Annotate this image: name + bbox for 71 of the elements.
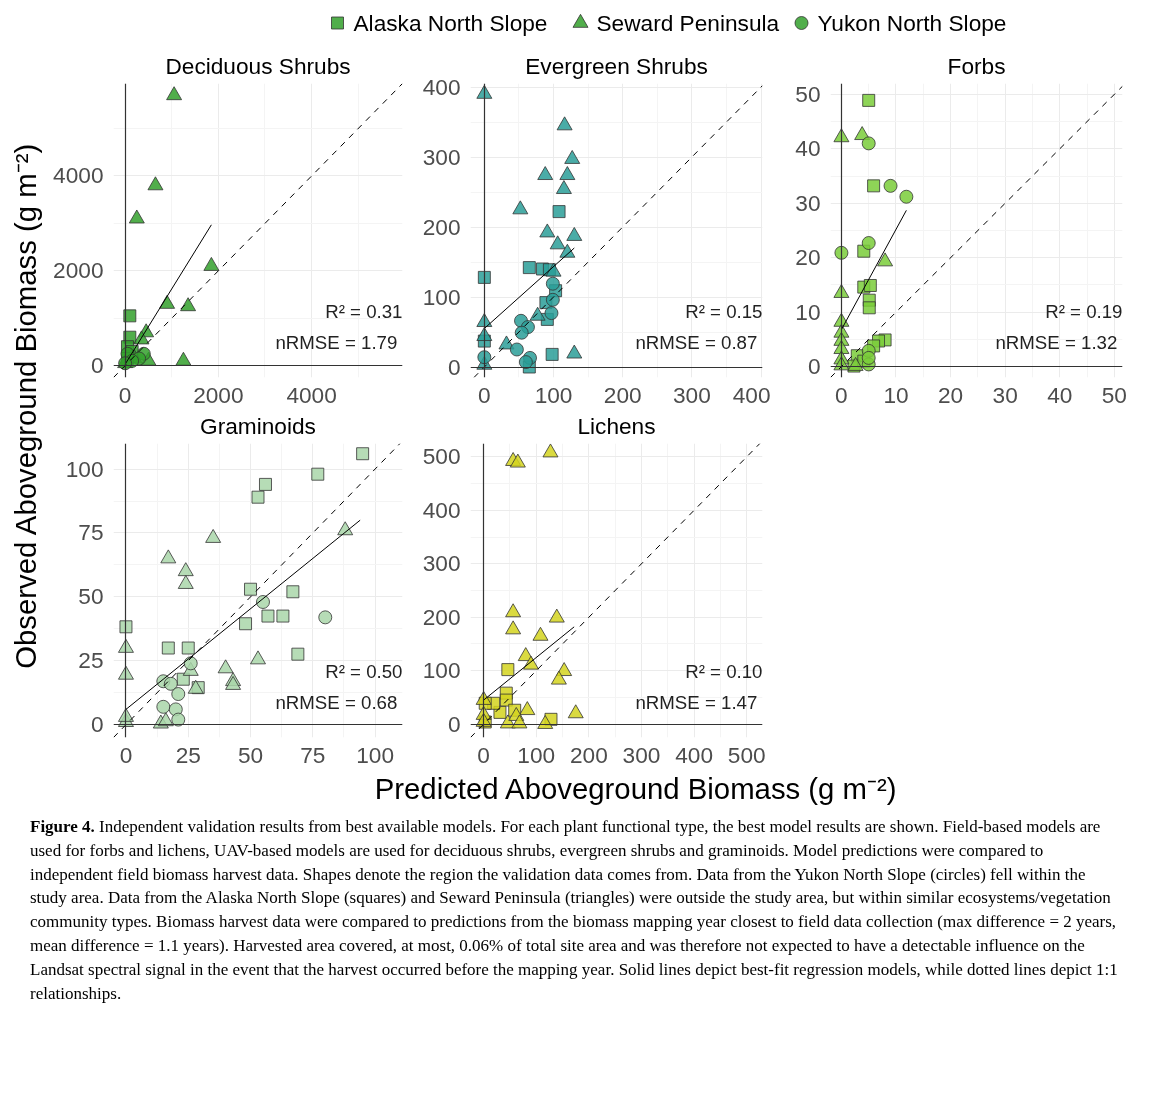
x-tick-label: 300: [673, 381, 711, 408]
y-tick-label: 400: [422, 73, 461, 100]
legend-label: Alaska North Slope: [353, 10, 548, 36]
annotation: nRMSE = 0.87: [635, 331, 758, 353]
y-tick-label: 75: [78, 519, 104, 546]
y-tick-label: 50: [795, 80, 821, 107]
y-tick-label: 300: [422, 550, 461, 577]
x-tick-label: 0: [119, 741, 133, 768]
x-tick-label: 100: [517, 741, 556, 768]
x-tick-label: 30: [992, 381, 1018, 408]
x-tick-label: 2000: [193, 381, 244, 408]
x-tick-label: 25: [175, 741, 201, 768]
chart-title: Lichens: [577, 412, 656, 439]
annotation: R² = 0.31: [325, 300, 403, 322]
legend-label: Seward Peninsula: [596, 10, 780, 36]
y-tick-label: 300: [422, 143, 461, 170]
y-tick-label: 400: [422, 496, 461, 523]
x-tick-label: 4000: [286, 381, 337, 408]
y-tick-label: 100: [422, 657, 461, 684]
y-tick-label: 0: [90, 352, 104, 379]
text: Figure 4. Independent validation results from best available models. For each plant functional type, the best model results are shown. Field-based models are used for forbs and lichens, UAV-based models are used for deciduous shrubs, evergreen shrubs and graminoids. Model predictions were compared to independent field biomass harvest data. Shapes denote the region the validation data comes from. Data from the Yukon North Slope (circles) fell within the study area. Data from the Alaska North Slope (squares) and Seward Peninsula (triangles) were outside the study area, but within similar ecosystems/vegetation community types. Biomass harvest data were compared to predictions from the biomass mapping year closest to field data collection (max difference = 2 years, mean difference = 1.1 years). Harvested area covered, at most, 0.06% of total site area and was therefore not expected to have a detectable influence on the Landsat spectral signal in the event that the harvest occurred before the mapping year. Solid lines depict best-fit regression models, while dotted lines depict 1:1 relationships.: [30, 817, 1118, 1003]
y-axis-title: Observed Aboveground Biomass (g m⁻²): [9, 143, 42, 669]
x-tick-label: 10: [883, 381, 909, 408]
x-tick-label: 50: [237, 741, 264, 768]
chart-title: Deciduous Shrubs: [165, 52, 351, 79]
x-tick-label: 200: [569, 741, 608, 768]
y-tick-label: 50: [78, 583, 104, 610]
x-tick-label: 0: [118, 381, 132, 408]
y-tick-label: 0: [807, 353, 821, 380]
y-tick-label: 100: [422, 283, 461, 310]
x-tick-label: 400: [675, 741, 714, 768]
x-tick-label: 20: [937, 381, 964, 408]
legend-label: Yukon North Slope: [817, 10, 1007, 36]
y-tick-label: 2000: [53, 257, 104, 284]
x-tick-label: 0: [478, 381, 491, 408]
y-tick-label: 10: [795, 298, 821, 325]
chart-title: Forbs: [947, 52, 1006, 79]
annotation: R² = 0.19: [1045, 300, 1123, 322]
x-tick-label: 300: [622, 741, 661, 768]
y-tick-label: 20: [795, 244, 821, 271]
x-axis-title: Predicted Aboveground Biomass (g m⁻²): [374, 771, 897, 805]
annotation: nRMSE = 1.47: [635, 691, 758, 713]
chart-title: Graminoids: [200, 412, 316, 439]
y-tick-label: 500: [422, 443, 461, 470]
y-tick-label: 4000: [53, 162, 104, 189]
annotation: R² = 0.50: [325, 660, 403, 682]
y-tick-label: 200: [422, 213, 461, 240]
x-tick-label: 100: [356, 741, 395, 768]
x-tick-label: 500: [727, 741, 766, 768]
y-tick-label: 100: [65, 455, 104, 482]
x-tick-label: 0: [835, 381, 848, 408]
x-tick-label: 0: [477, 741, 490, 768]
annotation: R² = 0.10: [685, 660, 763, 682]
annotation: nRMSE = 1.79: [275, 331, 398, 353]
y-tick-label: 0: [90, 711, 104, 738]
y-tick-label: 200: [422, 603, 461, 630]
y-tick-label: 30: [795, 189, 821, 216]
x-tick-label: 40: [1047, 381, 1073, 408]
annotation: R² = 0.15: [685, 300, 763, 322]
chart-title: Evergreen Shrubs: [525, 52, 708, 79]
annotation: nRMSE = 0.68: [275, 691, 398, 713]
y-tick-label: 40: [795, 135, 821, 162]
x-tick-label: 75: [300, 741, 326, 768]
x-tick-label: 100: [534, 381, 573, 408]
y-tick-label: 0: [447, 353, 461, 380]
y-tick-label: 0: [447, 710, 461, 737]
y-tick-label: 25: [78, 647, 104, 674]
x-tick-label: 400: [732, 381, 771, 408]
x-tick-label: 200: [603, 381, 642, 408]
x-tick-label: 50: [1101, 381, 1127, 408]
annotation: nRMSE = 1.32: [995, 331, 1118, 353]
